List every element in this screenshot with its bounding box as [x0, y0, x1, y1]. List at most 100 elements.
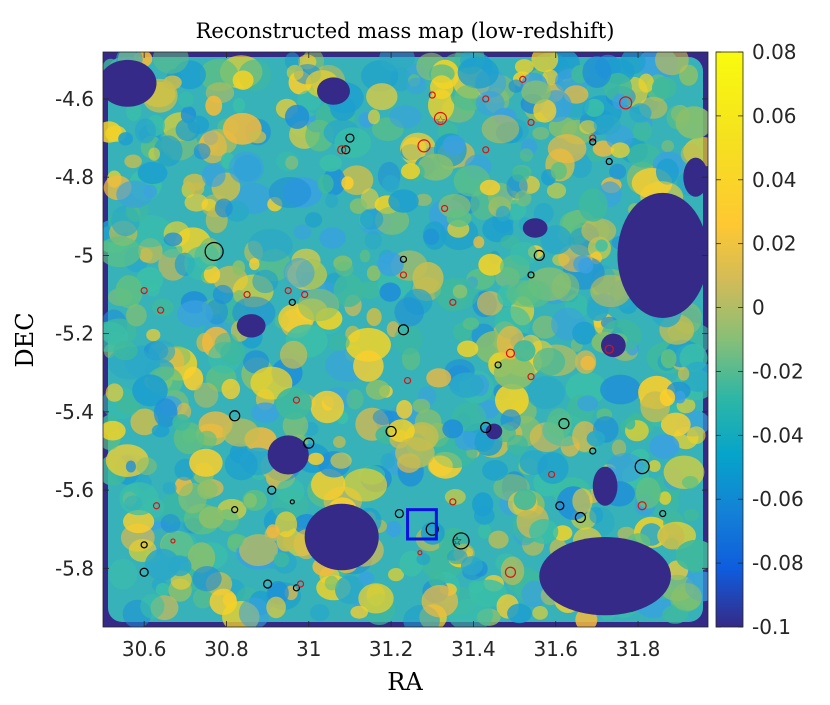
field-blob [222, 418, 259, 447]
plot-frame [102, 51, 709, 628]
field-blob [513, 340, 536, 362]
field-blob [460, 556, 483, 576]
field-blob [366, 265, 381, 282]
masked-region [617, 192, 708, 318]
field-blob [252, 269, 279, 294]
heatmap-area [103, 52, 708, 627]
field-blob [510, 241, 538, 266]
field-blob [249, 258, 260, 271]
field-blob [581, 218, 617, 244]
field-blob [547, 134, 587, 164]
field-blob [415, 193, 432, 206]
field-blob [412, 398, 431, 413]
field-blob [238, 597, 270, 627]
field-blob [359, 208, 384, 230]
field-blob [481, 114, 520, 144]
cluster-marker [533, 249, 545, 262]
y-tick-label: -5.4 [55, 400, 94, 424]
field-blob [358, 583, 394, 614]
colorbar-tick-label: -0.1 [752, 615, 791, 639]
field-blob [412, 262, 444, 294]
field-blob [633, 120, 653, 142]
cluster-marker [204, 241, 224, 262]
field-blob [232, 70, 254, 90]
field-blob [493, 356, 535, 390]
field-blob [248, 228, 293, 262]
field-blob [324, 575, 339, 591]
colorbar-tick-label: 0.04 [752, 168, 797, 192]
field-blob [187, 542, 216, 573]
cluster-marker [170, 538, 176, 544]
field-blob [590, 274, 631, 308]
field-blob [177, 300, 214, 328]
field-blob [627, 143, 661, 168]
cluster-marker [394, 508, 404, 519]
y-tick-label: -5.8 [55, 556, 94, 580]
field-blob [648, 460, 661, 472]
cluster-marker [482, 95, 490, 103]
y-tick-label: -5.6 [55, 478, 94, 502]
field-blob [655, 52, 689, 76]
field-blob [532, 126, 550, 140]
field-blob [116, 394, 141, 415]
colorbar-tick-label: 0.06 [752, 104, 797, 128]
field-blob [533, 202, 554, 224]
field-blob [113, 340, 138, 361]
cluster-marker [345, 133, 355, 143]
field-blob [319, 154, 343, 172]
field-blob [382, 175, 400, 193]
field-blob [146, 328, 161, 342]
field-blob [221, 378, 241, 400]
field-blob [388, 189, 419, 213]
cluster-marker [399, 255, 408, 263]
field-blob [379, 282, 401, 302]
field-blob [514, 190, 532, 207]
field-blob [345, 327, 391, 362]
field-blob [357, 281, 382, 300]
field-blob [275, 387, 312, 420]
field-blob [380, 453, 395, 469]
field-blob [394, 297, 425, 327]
field-blob [507, 603, 532, 624]
field-blob [192, 588, 213, 609]
field-blob [227, 533, 244, 549]
cluster-marker [140, 541, 148, 549]
field-blob [317, 174, 334, 194]
field-blob [521, 80, 551, 104]
field-blob [330, 452, 352, 469]
field-blob [595, 239, 608, 252]
field-blob [325, 193, 339, 209]
highlight-box [406, 508, 438, 541]
field-blob [377, 252, 404, 277]
field-blob [152, 52, 189, 74]
masked-region [317, 77, 350, 105]
field-blob [659, 523, 685, 550]
field-blob [335, 261, 354, 277]
cluster-marker [558, 417, 570, 430]
colorbar-tick-label: -0.06 [752, 487, 804, 511]
field-blob [201, 163, 226, 188]
field-blob [388, 568, 404, 582]
field-blob [427, 455, 453, 477]
field-blob [304, 212, 323, 228]
field-blob [449, 372, 485, 398]
field-blob [251, 402, 280, 424]
field-blob [478, 523, 492, 539]
field-blob [454, 431, 480, 451]
field-blob [108, 558, 138, 590]
field-blob [687, 426, 706, 445]
field-blob [677, 366, 690, 381]
field-blob [675, 539, 708, 572]
field-blob [333, 436, 346, 448]
field-blob [660, 349, 677, 369]
field-blob [293, 224, 312, 240]
cluster-marker [289, 499, 295, 505]
field-blob [145, 283, 160, 297]
cluster-marker [604, 344, 614, 354]
cluster-marker [589, 447, 597, 455]
field-blob [342, 468, 388, 502]
field-blob [137, 161, 168, 185]
field-blob [388, 419, 415, 443]
cluster-marker [301, 290, 309, 299]
field-blob [580, 355, 596, 371]
